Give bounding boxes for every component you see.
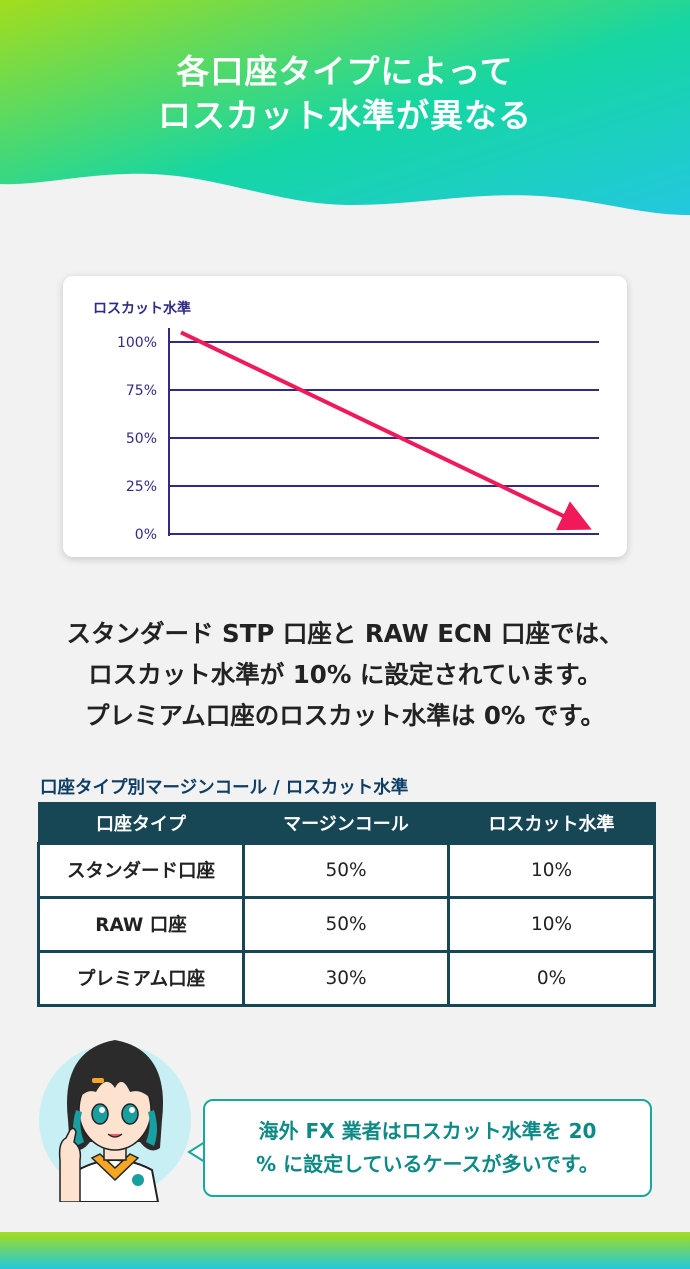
title-line-1: 各口座タイプによって bbox=[176, 52, 514, 91]
chart-y-tick-label: 75% bbox=[126, 383, 157, 399]
cell-account-type: プレミアム口座 bbox=[37, 949, 245, 1007]
trend-arrow bbox=[180, 330, 592, 531]
speech-bubble-tail bbox=[187, 1141, 206, 1163]
loss-cut-chart: ロスカット水準 100% 75% 50% 25% 0% bbox=[93, 300, 599, 543]
chart-card bbox=[63, 276, 627, 557]
cell-account-type: RAW 口座 bbox=[37, 895, 245, 953]
cell-margin-call: 30% bbox=[242, 949, 450, 1007]
description: スタンダード STP 口座と RAW ECN 口座では、 ロスカット水準が 10… bbox=[0, 613, 690, 736]
cell-stop-out: 10% bbox=[447, 841, 656, 899]
chart-y-tick-label: 25% bbox=[126, 479, 157, 495]
table-row: RAW 口座 50% 10% bbox=[37, 895, 656, 953]
description-line-1: スタンダード STP 口座と RAW ECN 口座では、 bbox=[66, 619, 624, 648]
cell-account-type: スタンダード口座 bbox=[37, 841, 245, 899]
cell-stop-out: 0% bbox=[447, 949, 656, 1007]
page-title: 各口座タイプによって ロスカット水準が異なる bbox=[0, 50, 690, 138]
header-stop-out: ロスカット水準 bbox=[447, 802, 656, 844]
header-margin-call: マージンコール bbox=[242, 802, 450, 844]
chart-y-tick-label: 50% bbox=[126, 431, 157, 447]
account-rate-table: 口座タイプ マージンコール ロスカット水準 スタンダード口座 50% 10% R… bbox=[37, 802, 656, 1007]
cell-stop-out: 10% bbox=[447, 895, 656, 953]
header-wave-background bbox=[0, 0, 690, 215]
description-line-3: プレミアム口座のロスカット水準は 0% です。 bbox=[85, 701, 605, 730]
cell-margin-call: 50% bbox=[242, 841, 450, 899]
table-row: プレミアム口座 30% 0% bbox=[37, 949, 656, 1007]
cell-margin-call: 50% bbox=[242, 895, 450, 953]
character-illustration bbox=[39, 1040, 191, 1202]
chart-y-tick-label: 0% bbox=[135, 527, 157, 543]
table-caption: 口座タイプ別マージンコール / ロスカット水準 bbox=[40, 778, 409, 798]
chart-y-axis-label: ロスカット水準 bbox=[93, 300, 191, 317]
footer-gradient-bar bbox=[0, 1232, 690, 1269]
table-header-row: 口座タイプ マージンコール ロスカット水準 bbox=[37, 802, 656, 844]
bubble-line-2: % に設定しているケースが多いです。 bbox=[256, 1152, 599, 1176]
chart-y-tick-label: 100% bbox=[117, 335, 157, 351]
description-line-2: ロスカット水準が 10% に設定されています。 bbox=[88, 660, 602, 689]
header-account-type: 口座タイプ bbox=[37, 802, 245, 844]
speech-bubble: 海外 FX 業者はロスカット水準を 20 % に設定しているケースが多いです。 bbox=[203, 1099, 652, 1197]
table-row: スタンダード口座 50% 10% bbox=[37, 841, 656, 899]
title-line-2: ロスカット水準が異なる bbox=[158, 96, 532, 135]
bubble-line-1: 海外 FX 業者はロスカット水準を 20 bbox=[258, 1119, 597, 1143]
